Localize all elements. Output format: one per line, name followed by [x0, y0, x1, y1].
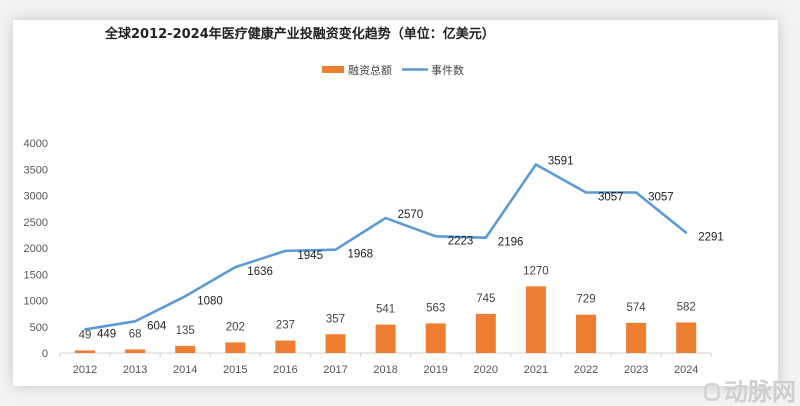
- bar: [325, 334, 346, 353]
- line-data-label: 3057: [648, 192, 674, 204]
- bar: [225, 342, 246, 353]
- bar-data-label: 237: [276, 320, 295, 332]
- legend-label-bar: 融资总额: [348, 63, 392, 77]
- x-tick-label: 2019: [423, 364, 447, 376]
- legend-swatch-bar: [322, 66, 344, 73]
- line-data-label: 1080: [197, 295, 223, 307]
- x-tick-label: 2015: [223, 364, 247, 376]
- bar-data-label: 202: [226, 321, 245, 333]
- y-tick-label: 3000: [24, 191, 48, 203]
- line-point: [484, 236, 487, 239]
- y-tick-label: 500: [30, 322, 48, 334]
- legend-label-line: 事件数: [431, 64, 464, 77]
- y-tick-label: 2500: [24, 217, 48, 229]
- line-data-label: 1945: [297, 250, 323, 262]
- line-point: [284, 249, 287, 252]
- x-tick-label: 2022: [574, 364, 598, 376]
- bar-data-label: 563: [426, 302, 445, 314]
- bar: [275, 340, 296, 353]
- x-tick-label: 2014: [173, 364, 197, 376]
- y-tick-label: 1000: [24, 296, 48, 308]
- y-tick-label: 1500: [24, 269, 48, 281]
- bar: [125, 349, 146, 353]
- line-data-label: 2196: [498, 237, 524, 249]
- bar: [425, 323, 446, 353]
- x-tick-label: 2021: [524, 364, 548, 376]
- line-data-label: 2570: [398, 209, 424, 221]
- bar-data-label: 68: [129, 328, 142, 340]
- bar: [525, 286, 546, 353]
- line-data-label: 604: [147, 320, 167, 332]
- x-tick-label: 2013: [123, 364, 147, 376]
- line-point: [685, 231, 688, 234]
- bar: [175, 345, 196, 353]
- bar: [576, 314, 596, 353]
- watermark: 动脉网: [704, 379, 796, 405]
- watermark-text: 动脉网: [724, 378, 796, 406]
- y-tick-label: 3500: [24, 164, 48, 176]
- chart-title: 全球2012-2024年医疗健康产业投融资变化趋势（单位：亿美元）: [104, 26, 495, 42]
- bar-data-label: 574: [627, 302, 647, 314]
- line-data-label: 1968: [348, 249, 374, 261]
- legend: 融资总额 事件数: [322, 63, 464, 77]
- line-point: [534, 163, 537, 166]
- x-tick-label: 2018: [373, 364, 397, 376]
- line-data-label: 2291: [698, 232, 724, 244]
- x-tick-label: 2016: [273, 364, 297, 376]
- x-tick-label: 2012: [73, 364, 97, 376]
- line-data-label: 449: [97, 328, 116, 340]
- x-tick-label: 2020: [474, 364, 498, 376]
- bar-data-label: 135: [176, 325, 195, 337]
- bar-data-label: 541: [376, 304, 395, 316]
- bar-data-label: 582: [677, 301, 696, 313]
- line-point: [585, 191, 587, 194]
- bar: [375, 324, 396, 353]
- line-point: [635, 191, 638, 194]
- y-tick-label: 2000: [24, 243, 48, 255]
- line-data-label: 3591: [548, 155, 574, 167]
- line-point: [334, 248, 337, 251]
- bar: [676, 322, 697, 353]
- line-data-label: 3057: [598, 192, 624, 204]
- x-tick-label: 2017: [323, 364, 347, 376]
- line-data-label: 1636: [247, 266, 273, 278]
- line-point: [184, 295, 187, 298]
- bar: [626, 322, 647, 353]
- x-tick-label: 2023: [624, 364, 648, 376]
- line-point: [434, 235, 437, 238]
- line-point: [134, 320, 137, 323]
- bar: [475, 313, 496, 353]
- bar-data-label: 357: [326, 313, 345, 325]
- line-point: [84, 328, 86, 331]
- line-point: [234, 266, 237, 269]
- x-tick-label: 2024: [674, 364, 698, 376]
- y-tick-label: 4000: [24, 138, 48, 150]
- y-tick-label: 0: [42, 348, 48, 360]
- bar: [75, 350, 95, 353]
- line-point: [384, 217, 387, 220]
- line-data-label: 2223: [448, 235, 474, 247]
- watermark-logo-icon: [704, 383, 720, 401]
- bar-data-label: 49: [79, 329, 92, 341]
- bar-data-label: 745: [476, 293, 495, 305]
- bar-data-label: 1270: [523, 265, 549, 277]
- bar-data-label: 729: [576, 294, 595, 306]
